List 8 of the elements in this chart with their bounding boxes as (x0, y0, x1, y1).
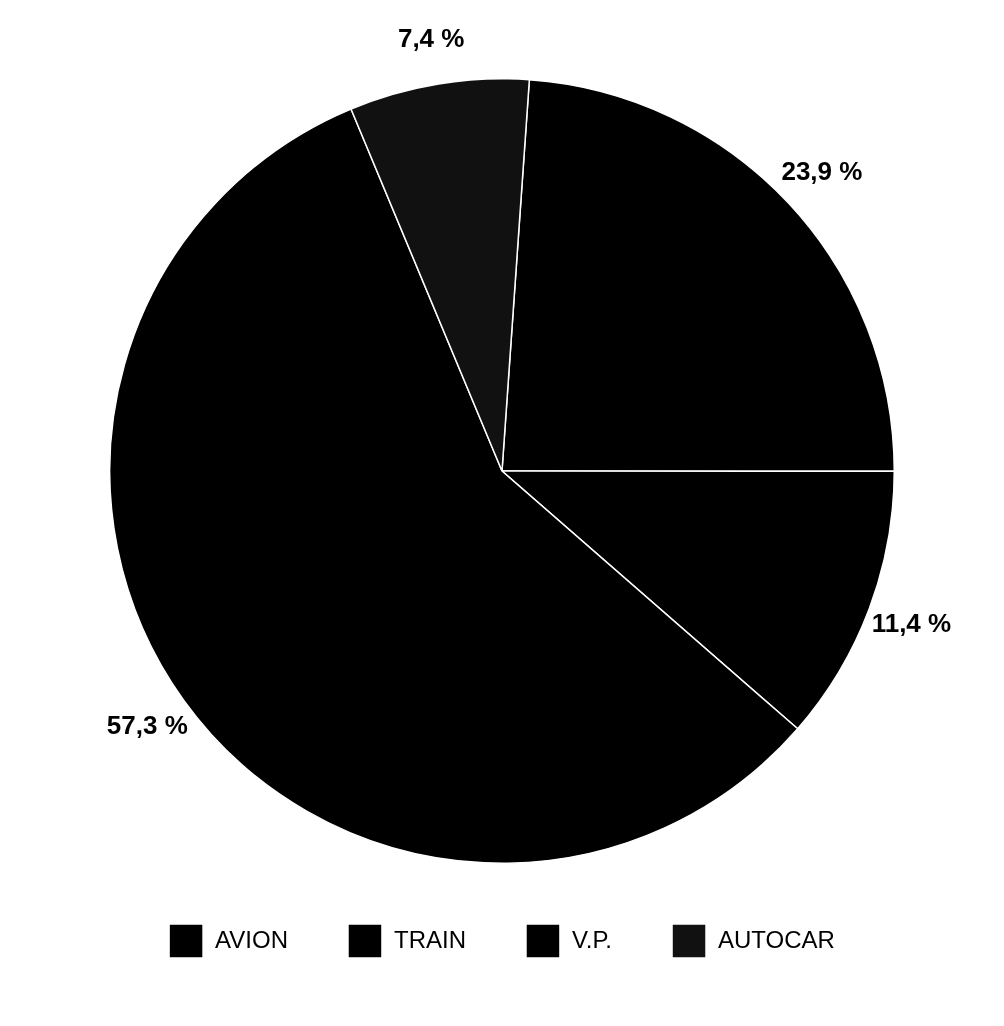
data-label: 23,9 % (781, 156, 863, 187)
legend-label: V.P. (571, 925, 613, 953)
legend-label: AUTOCAR (718, 925, 835, 953)
legend-label: AVION (215, 925, 288, 953)
legend-label: TRAIN (393, 925, 466, 953)
data-label: 57,3 % (106, 709, 188, 740)
data-label: 11,4 % (871, 607, 952, 638)
data-label: 7,4 % (397, 22, 465, 53)
